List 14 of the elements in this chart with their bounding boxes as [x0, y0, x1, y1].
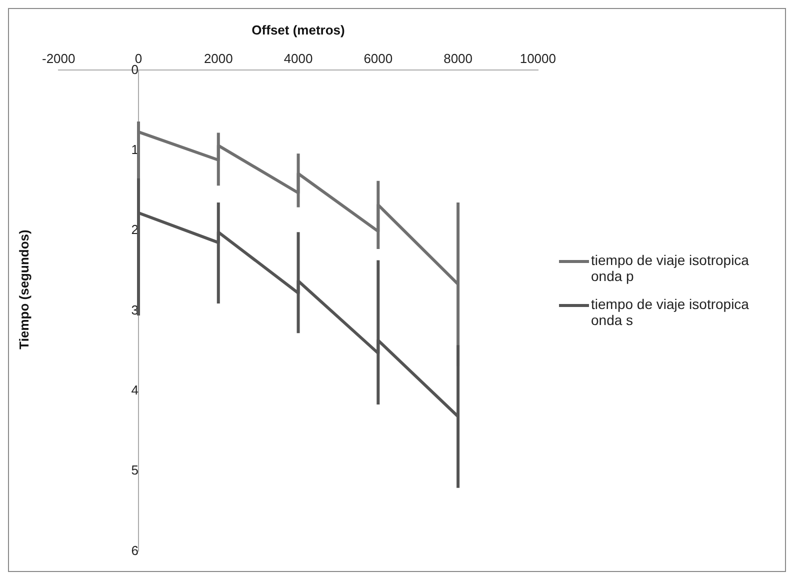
y-tick-label: 5: [131, 462, 139, 478]
legend-label: tiempo de viaje isotropica onda p: [591, 252, 750, 284]
x-tick-label: 8000: [444, 50, 473, 66]
y-tick-label: 0: [131, 62, 139, 77]
y-tick-label: 4: [131, 382, 139, 398]
x-tick-label: 6000: [364, 50, 393, 66]
x-tick-label: 10000: [520, 50, 556, 66]
x-tick-label: 4000: [284, 50, 313, 66]
x-axis-title: Offset (metros): [252, 22, 345, 38]
y-axis-title: Tiempo (segundos): [16, 229, 32, 349]
legend-label: tiempo de viaje isotropica onda s: [591, 296, 750, 328]
x-tick-label: -2000: [42, 50, 76, 66]
y-tick-label: 6: [131, 542, 139, 558]
x-tick-label: 2000: [204, 50, 233, 66]
